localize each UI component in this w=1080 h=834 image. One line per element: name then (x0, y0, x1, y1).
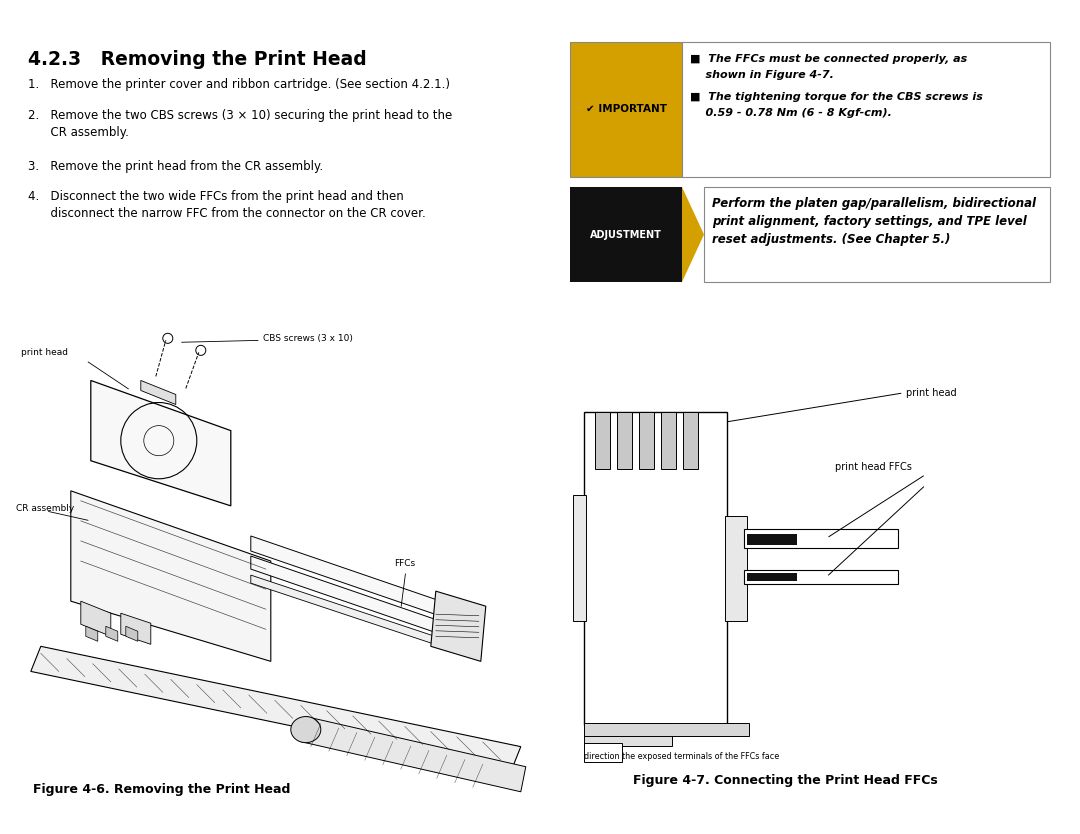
Text: ✔ IMPORTANT: ✔ IMPORTANT (585, 104, 666, 114)
Bar (572, 495, 585, 620)
Text: print head: print head (21, 348, 68, 357)
Text: 4.2.3   Removing the Print Head: 4.2.3 Removing the Print Head (28, 50, 367, 69)
Bar (747, 534, 797, 545)
Text: 3.   Remove the print head from the CR assembly.: 3. Remove the print head from the CR ass… (28, 159, 323, 173)
Text: Figure 4-6. Removing the Print Head: Figure 4-6. Removing the Print Head (33, 783, 291, 796)
Text: FFCs: FFCs (394, 559, 415, 568)
Text: 4.   Disconnect the two wide FFCs from the print head and then: 4. Disconnect the two wide FFCs from the… (28, 190, 404, 203)
Polygon shape (251, 536, 441, 616)
Polygon shape (31, 646, 521, 771)
Text: print head FFCs: print head FFCs (835, 462, 913, 472)
Text: disconnect the narrow FFC from the connector on the CR cover.: disconnect the narrow FFC from the conne… (28, 207, 426, 220)
Text: CR assembly: CR assembly (16, 505, 75, 514)
Polygon shape (71, 491, 271, 661)
Bar (681, 42, 1050, 177)
Bar (725, 516, 747, 620)
Polygon shape (431, 591, 486, 661)
Circle shape (195, 345, 206, 355)
Bar (583, 723, 672, 746)
Text: reset adjustments. (See Chapter 5.): reset adjustments. (See Chapter 5.) (712, 233, 950, 246)
Bar (583, 723, 750, 736)
Text: ■  The tightening torque for the CBS screws is: ■ The tightening torque for the CBS scre… (690, 92, 983, 102)
Text: CR assembly.: CR assembly. (28, 126, 129, 138)
Text: 2.   Remove the two CBS screws (3 × 10) securing the print head to the: 2. Remove the two CBS screws (3 × 10) se… (28, 108, 453, 122)
Text: Perform the platen gap/parallelism, bidirectional: Perform the platen gap/parallelism, bidi… (712, 197, 1036, 210)
Bar (704, 187, 1050, 282)
Text: 1.   Remove the printer cover and ribbon cartridge. (See section 4.2.1.): 1. Remove the printer cover and ribbon c… (28, 78, 450, 91)
Polygon shape (125, 626, 138, 641)
Ellipse shape (291, 716, 321, 742)
Polygon shape (121, 613, 151, 645)
Polygon shape (301, 716, 526, 791)
Text: CBS screws (3 x 10): CBS screws (3 x 10) (262, 334, 353, 343)
Text: ■  The FFCs must be connected properly, as: ■ The FFCs must be connected properly, a… (690, 54, 968, 64)
Polygon shape (81, 601, 111, 636)
Text: Chapter 4  Disassembly and Assembly: Chapter 4 Disassembly and Assembly (814, 9, 1067, 23)
Bar (583, 412, 727, 726)
Bar (583, 743, 622, 762)
Bar (570, 187, 681, 282)
Bar (683, 412, 699, 470)
Text: Figure 4-7. Connecting the Print Head FFCs: Figure 4-7. Connecting the Print Head FF… (633, 775, 937, 787)
Polygon shape (140, 380, 176, 404)
Bar (747, 573, 797, 581)
Polygon shape (251, 575, 441, 646)
Bar (570, 42, 681, 177)
Text: direction the exposed terminals of the FFCs face: direction the exposed terminals of the F… (583, 752, 779, 761)
Bar (661, 412, 676, 470)
Polygon shape (91, 380, 231, 506)
Bar (744, 570, 899, 585)
Polygon shape (106, 626, 118, 641)
Text: print alignment, factory settings, and TPE level: print alignment, factory settings, and T… (712, 215, 1027, 228)
Circle shape (163, 334, 173, 344)
Bar (617, 412, 632, 470)
Bar (639, 412, 654, 470)
Text: EPSON FX-2180 Service Manual: EPSON FX-2180 Service Manual (13, 9, 220, 23)
Text: 4-7: 4-7 (1041, 813, 1064, 826)
Bar (744, 529, 899, 548)
Polygon shape (85, 626, 98, 641)
Polygon shape (681, 187, 704, 282)
Text: print head: print head (906, 388, 957, 398)
Text: ADJUSTMENT: ADJUSTMENT (590, 229, 662, 239)
Text: shown in Figure 4-7.: shown in Figure 4-7. (690, 70, 834, 80)
Bar (595, 412, 610, 470)
Polygon shape (251, 556, 441, 635)
Text: 0.59 - 0.78 Nm (6 - 8 Kgf-cm).: 0.59 - 0.78 Nm (6 - 8 Kgf-cm). (690, 108, 892, 118)
